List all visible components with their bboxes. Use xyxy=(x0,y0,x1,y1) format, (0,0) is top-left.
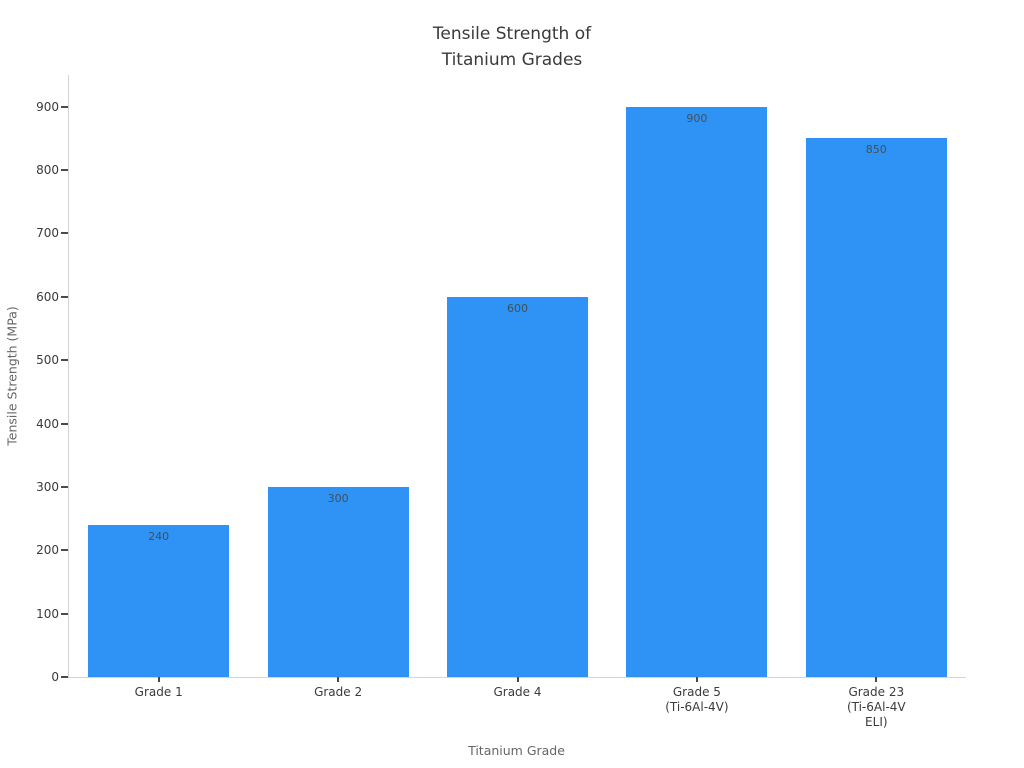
y-tick-label: 100 xyxy=(36,606,59,621)
bar: 240 xyxy=(88,524,230,677)
y-tick-mark xyxy=(61,105,68,108)
y-tick-mark xyxy=(61,232,68,235)
y-tick-mark xyxy=(61,549,68,552)
x-tick-label: Grade 5 (Ti-6Al-4V) xyxy=(665,685,729,714)
x-tick-mark xyxy=(516,677,519,682)
y-tick-label: 500 xyxy=(36,353,59,368)
y-tick-label: 0 xyxy=(51,670,59,684)
y-tick-mark xyxy=(61,422,68,425)
y-tick-mark xyxy=(61,676,68,678)
y-tick-label: 300 xyxy=(36,479,59,494)
bar-value-label: 240 xyxy=(148,529,170,543)
x-tick-mark xyxy=(337,677,340,682)
x-axis-title: Titanium Grade xyxy=(468,743,565,758)
bar-value-label: 850 xyxy=(865,143,887,157)
bar: 900 xyxy=(626,106,768,677)
y-tick-mark xyxy=(61,295,68,298)
bar: 850 xyxy=(805,138,947,677)
y-tick-mark xyxy=(61,612,68,615)
x-tick-mark xyxy=(157,677,160,682)
y-tick-label: 600 xyxy=(36,289,59,304)
bar-value-label: 300 xyxy=(327,491,349,505)
x-tick-label: Grade 2 xyxy=(314,685,363,699)
bar: 300 xyxy=(267,486,409,677)
x-tick-label: Grade 23 (Ti-6Al-4V ELI) xyxy=(846,685,906,729)
x-tick-label: Grade 1 xyxy=(134,685,183,699)
x-tick-mark xyxy=(875,677,878,682)
plot-area: 240 Grade 1 300 Grade 2 600 Grade 4 900 Grade 5… xyxy=(36,75,966,729)
y-tick-label: 900 xyxy=(36,99,59,114)
y-tick-label: 700 xyxy=(36,226,59,241)
x-tick-mark xyxy=(695,677,698,682)
x-tick-label: Grade 4 xyxy=(493,685,542,699)
y-tick-label: 400 xyxy=(36,416,59,431)
bar: 600 xyxy=(447,296,588,677)
bar-value-label: 600 xyxy=(506,301,528,315)
y-tick-mark xyxy=(61,169,68,172)
y-tick-mark xyxy=(61,359,68,362)
y-tick-mark xyxy=(61,485,68,488)
chart-title: Tensile Strength of Titanium Grades xyxy=(432,24,592,70)
y-tick-label: 800 xyxy=(36,163,59,178)
y-tick-label: 200 xyxy=(36,543,59,558)
bar-value-label: 900 xyxy=(686,111,708,125)
